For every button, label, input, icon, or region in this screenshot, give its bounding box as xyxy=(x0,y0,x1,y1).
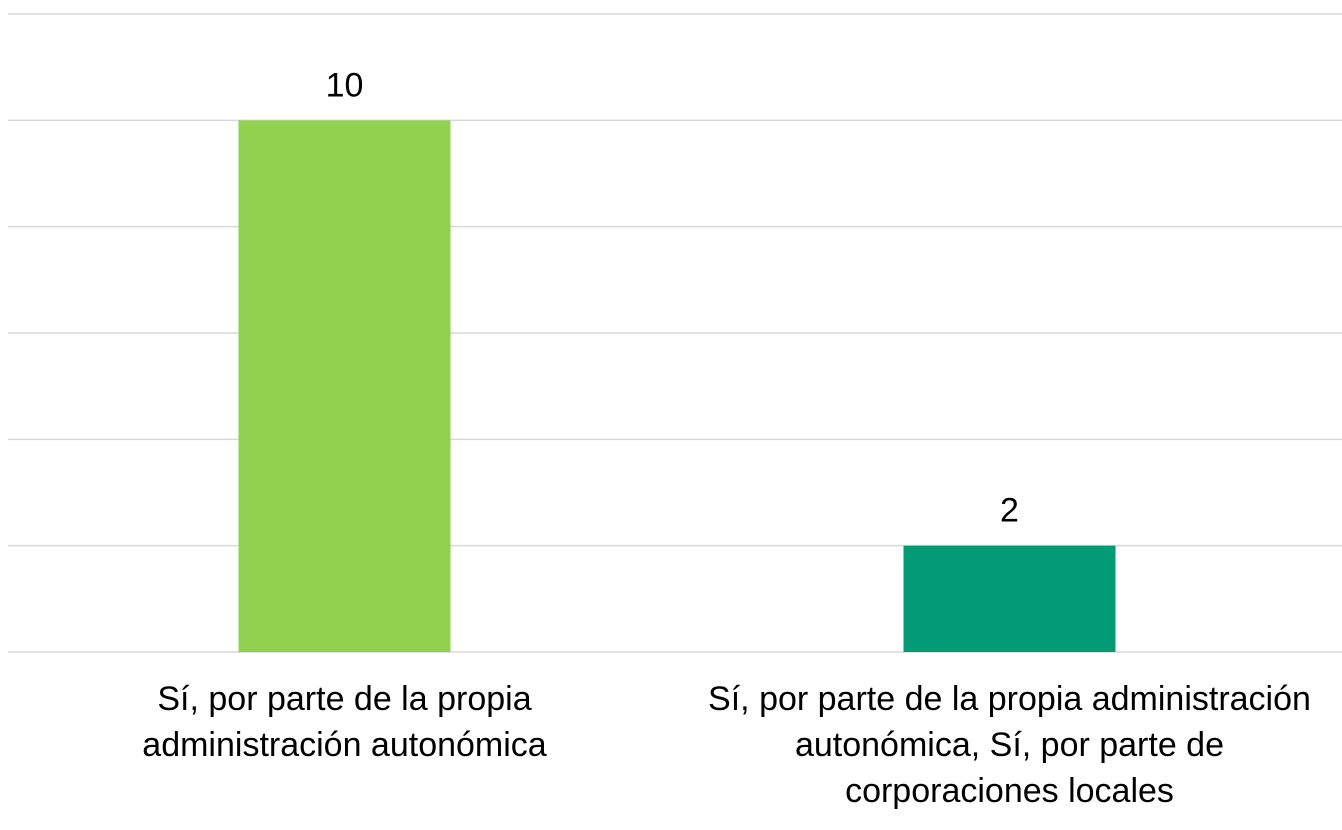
bar xyxy=(238,120,451,653)
data-label: 10 xyxy=(326,66,364,104)
data-label: 2 xyxy=(1000,492,1019,530)
bar xyxy=(903,545,1116,652)
x-tick-label: Sí, por parte de la propia administració… xyxy=(142,680,547,764)
x-tick-label: Sí, por parte de la propia administració… xyxy=(708,680,1311,810)
